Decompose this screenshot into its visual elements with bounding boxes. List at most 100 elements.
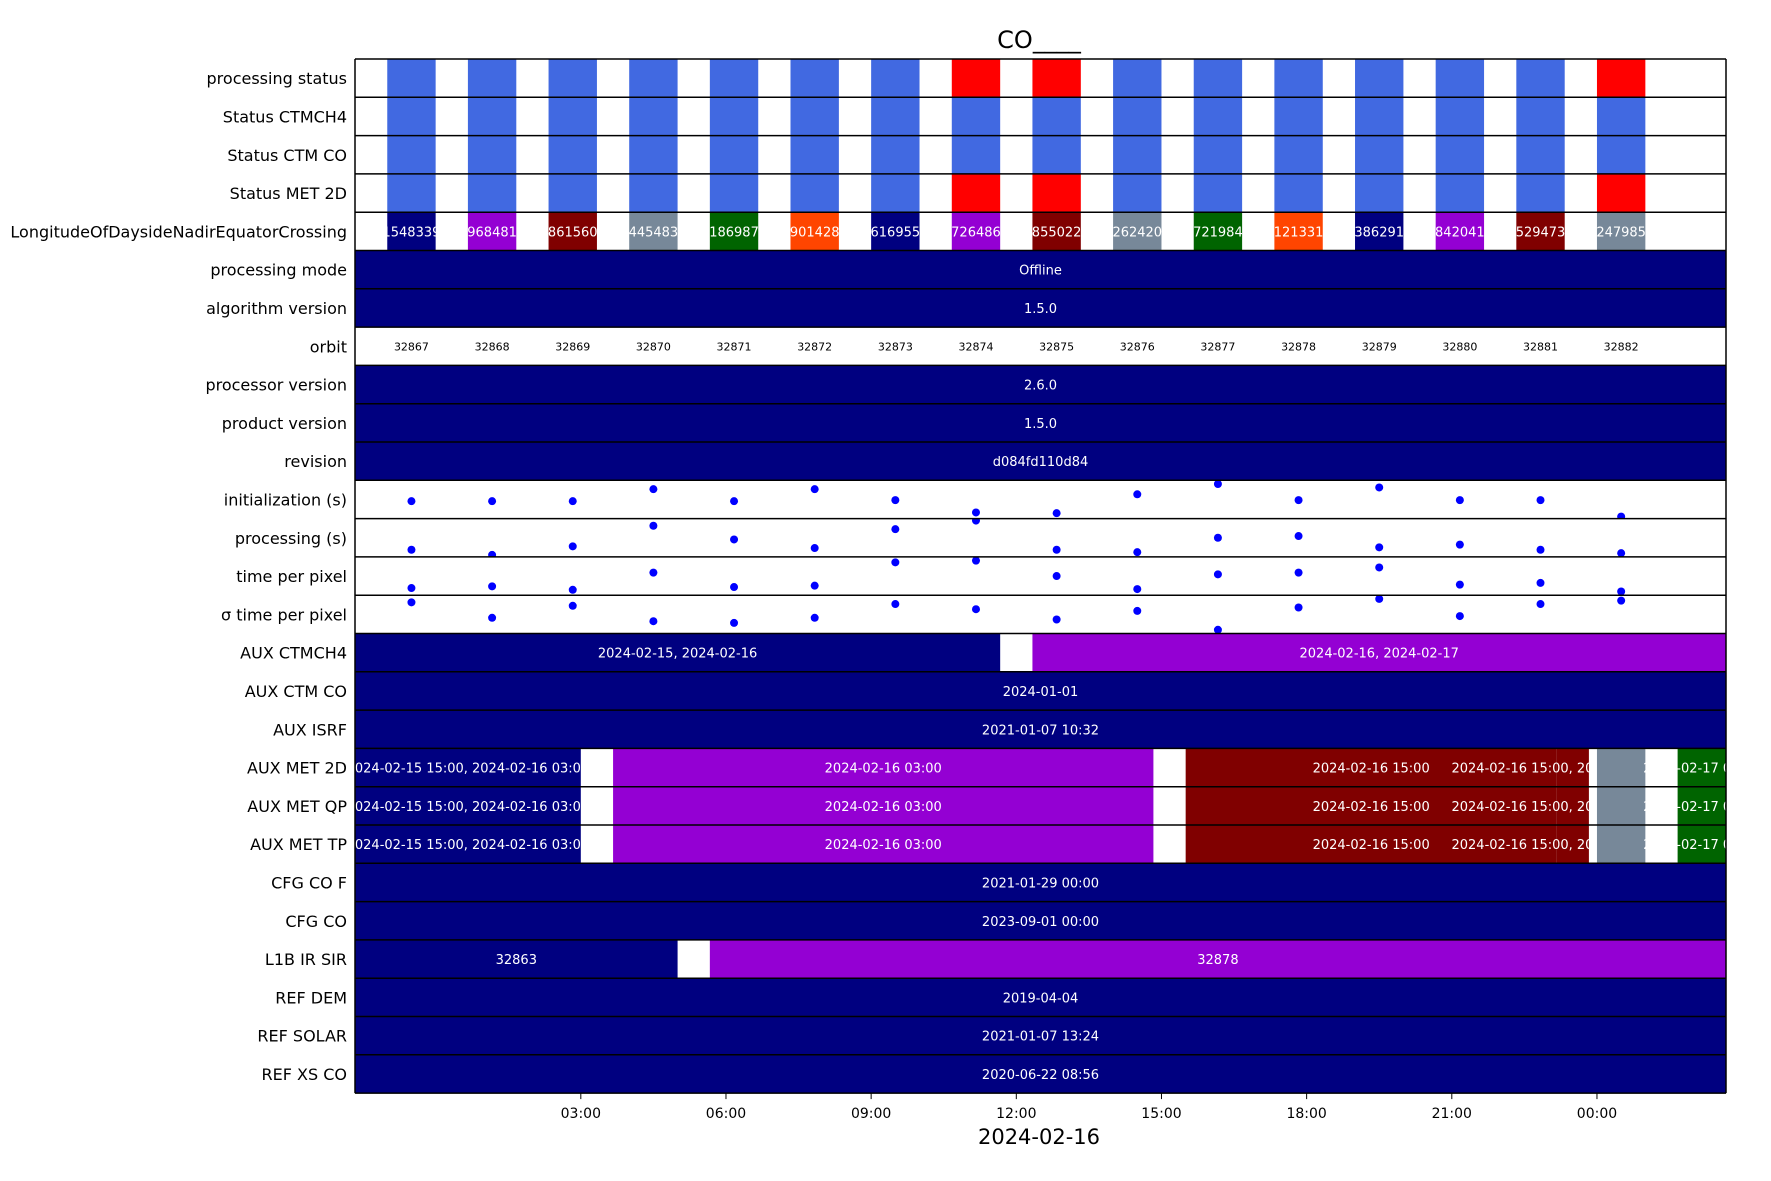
status-cell (871, 97, 920, 136)
band-segment (709, 939, 1726, 979)
row-aux-met-qp: 2024-02-15 15:00, 2024-02-16 03:00 2024-0… (247, 786, 1726, 825)
band-segment (1556, 748, 1589, 787)
row-aux-met-2d: 2024-02-15 15:00, 2024-02-16 03:00 2024-0… (247, 748, 1760, 787)
longitude-value: 855022 (1032, 225, 1082, 240)
data-point (1455, 496, 1464, 505)
row-status-met-2d: Status MET 2D (230, 173, 1646, 213)
data-point (488, 497, 497, 506)
row-revision: d084fd110d84 revision (284, 442, 1726, 481)
data-point (1617, 512, 1626, 519)
status-cell (1596, 135, 1646, 174)
data-point (971, 508, 980, 517)
x-tick-label: 03:00 (561, 1106, 601, 1122)
status-cell (1113, 135, 1162, 174)
row-label: processing status (207, 69, 347, 88)
longitude-cell (1032, 212, 1081, 251)
row-content: 2.6.0 (355, 365, 1726, 404)
data-point (1213, 480, 1222, 489)
row-l1b-ir-sir: 32863 32878 L1B IR SIR (265, 939, 1726, 979)
status-cell (1113, 59, 1162, 98)
row-label: REF DEM (275, 988, 347, 1007)
band-segment (613, 825, 1154, 864)
row-content: 1.5.0 (355, 403, 1726, 442)
x-tick-label: 15:00 (1141, 1106, 1181, 1122)
status-cell (1596, 173, 1646, 213)
band-segment (355, 978, 1726, 1017)
longitude-cell (467, 212, 517, 251)
row-label: CFG CO F (271, 873, 347, 892)
status-cell (387, 59, 436, 98)
band-label: 2024-02-17 03:00 (1643, 762, 1760, 777)
status-cell (629, 97, 678, 136)
data-point (1536, 496, 1545, 505)
band-label: Offline (1019, 264, 1062, 279)
status-cell (1032, 97, 1081, 136)
data-point (891, 600, 900, 609)
row-algorithm-version: 1.5.0 algorithm version (206, 288, 1726, 328)
status-cell (1274, 59, 1323, 98)
data-point (407, 545, 416, 554)
row-aux-ctmch4: 2024-02-15, 2024-02-16 2024-02-16, 2024-0… (240, 633, 1726, 672)
row-processing-mode: Offline processing mode (210, 250, 1726, 289)
data-point (488, 613, 497, 622)
status-cell (1193, 59, 1243, 98)
band-label: 2019-04-04 (1003, 991, 1079, 1006)
status-cell (1032, 59, 1081, 98)
row-content (407, 595, 1626, 634)
data-point (568, 542, 577, 551)
status-cell (790, 59, 839, 98)
band-label: 2023-09-01 00:00 (982, 915, 1099, 930)
band-label: 1.5.0 (1024, 302, 1057, 317)
orbit-number: 32875 (1039, 340, 1074, 353)
band-segment (355, 863, 1726, 902)
band-segment (355, 403, 1726, 442)
band-segment (355, 786, 581, 825)
band-label: 2024-02-16 15:00 (1313, 838, 1430, 853)
data-point (568, 601, 577, 610)
row-content (387, 173, 1646, 213)
status-cell (790, 135, 839, 174)
longitude-value: 1548339 (382, 225, 440, 240)
longitude-cell (709, 212, 759, 251)
status-cell (790, 173, 839, 213)
longitude-value: 968481 (467, 225, 517, 240)
status-cell (1435, 97, 1485, 136)
band-label: 2024-02-15, 2024-02-16 (598, 647, 757, 662)
data-point (568, 497, 577, 506)
data-point (1213, 625, 1222, 634)
orbit-number: 32876 (1120, 340, 1155, 353)
longitude-value: 901428 (790, 225, 840, 240)
orbit-number: 32868 (475, 340, 510, 353)
row-label: LongitudeOfDaysideNadirEquatorCrossing (10, 222, 347, 241)
row-content: 2024-02-15 15:00, 2024-02-16 03:00 2024-0… (355, 825, 1726, 864)
longitude-cell (1516, 212, 1565, 251)
data-point (1536, 545, 1545, 554)
band-segment (355, 442, 1726, 481)
band-segment (1032, 633, 1726, 672)
status-cell (1355, 135, 1404, 174)
row-content (387, 59, 1646, 98)
band-segment (355, 825, 581, 864)
row-initialization-s: initialization (s) (224, 480, 1626, 519)
row-label: revision (284, 452, 347, 471)
row-label: time per pixel (236, 567, 347, 586)
row-content: 2021-01-29 00:00 (355, 863, 1726, 902)
status-cell (1435, 135, 1485, 174)
orbit-number: 32867 (394, 340, 429, 353)
band-segment (355, 710, 1726, 749)
longitude-value: 721984 (1193, 225, 1243, 240)
status-cell (1596, 59, 1646, 98)
row-label: processing mode (210, 261, 347, 280)
row-ref-dem: 2019-04-04 REF DEM (275, 978, 1726, 1017)
band-segment (613, 786, 1154, 825)
band-label: 32878 (1197, 953, 1238, 968)
band-segment (355, 633, 1001, 672)
row-label: Status CTM CO (227, 146, 347, 165)
row-label: REF XS CO (262, 1065, 347, 1084)
row-content: 32863 32878 (355, 939, 1726, 979)
status-cell (629, 59, 678, 98)
status-cell (1596, 97, 1646, 136)
band-label: 2024-02-15 15:00, 2024-02-16 03:00 (347, 762, 590, 777)
row-content: 1548339 968481 861560 445483 186987 901428 616… (382, 212, 1646, 251)
data-point (1052, 509, 1061, 518)
